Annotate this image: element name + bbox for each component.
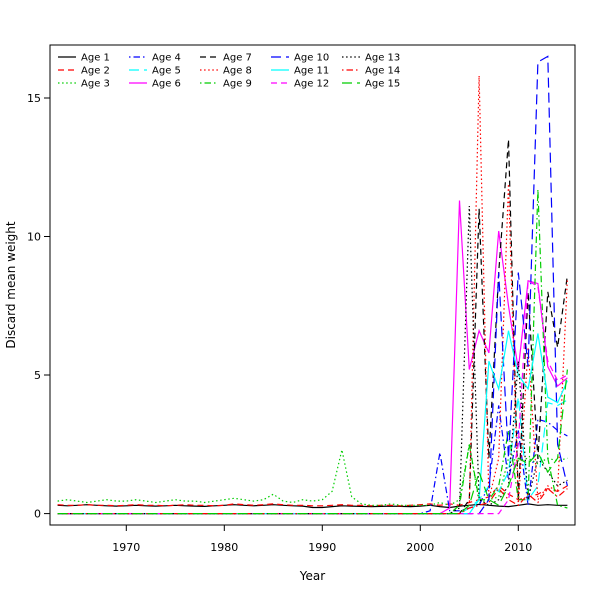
series-line-age-15 bbox=[57, 369, 568, 515]
legend-item: Age 1 bbox=[58, 53, 110, 64]
legend-item: Age 13 bbox=[342, 53, 400, 64]
legend-label: Age 6 bbox=[152, 79, 181, 90]
series-line-age-4 bbox=[57, 405, 568, 515]
legend-item: Age 2 bbox=[58, 66, 110, 77]
legend-item: Age 3 bbox=[58, 79, 110, 90]
legend-item: Age 8 bbox=[200, 66, 252, 77]
y-tick-label: 5 bbox=[34, 369, 41, 382]
legend-item: Age 6 bbox=[129, 79, 181, 90]
series-line-age-13 bbox=[57, 205, 568, 515]
legend-item: Age 15 bbox=[342, 79, 400, 90]
legend-label: Age 8 bbox=[223, 66, 252, 77]
legend-label: Age 11 bbox=[294, 66, 329, 77]
legend-label: Age 15 bbox=[365, 79, 400, 90]
legend-item: Age 11 bbox=[271, 66, 329, 77]
series-line-age-2 bbox=[57, 485, 568, 507]
x-tick-label: 2000 bbox=[406, 541, 434, 554]
legend-label: Age 1 bbox=[81, 53, 110, 64]
y-tick-label: 15 bbox=[27, 92, 41, 105]
legend-label: Age 10 bbox=[294, 53, 329, 64]
legend-item: Age 5 bbox=[129, 66, 181, 77]
x-axis-label: Year bbox=[299, 569, 325, 583]
series-line-age-14 bbox=[57, 487, 568, 515]
legend-label: Age 2 bbox=[81, 66, 110, 77]
legend-item: Age 12 bbox=[271, 79, 329, 90]
x-tick-label: 1970 bbox=[112, 541, 140, 554]
legend-label: Age 4 bbox=[152, 53, 181, 64]
plot-layer: 1970 1980 1990 2000 2010 0 5 10 15 Age 1 Age 2 Age … bbox=[27, 44, 576, 554]
series-line-age-6 bbox=[57, 200, 568, 515]
legend-item: Age 10 bbox=[271, 53, 329, 64]
x-tick-label: 1980 bbox=[210, 541, 238, 554]
y-axis-label: Discard mean weight bbox=[4, 221, 18, 349]
legend-label: Age 12 bbox=[294, 79, 329, 90]
legend-label: Age 7 bbox=[223, 53, 252, 64]
legend-item: Age 14 bbox=[342, 66, 400, 77]
series-line-age-12 bbox=[57, 279, 568, 515]
legend-label: Age 13 bbox=[365, 53, 400, 64]
series-line-age-8 bbox=[57, 75, 568, 515]
x-tick-label: 2010 bbox=[504, 541, 532, 554]
y-tick-label: 0 bbox=[34, 508, 41, 521]
legend-item: Age 4 bbox=[129, 53, 181, 64]
plot-box bbox=[49, 44, 576, 526]
legend-label: Age 14 bbox=[365, 66, 400, 77]
legend-label: Age 5 bbox=[152, 66, 181, 77]
legend-item: Age 7 bbox=[200, 53, 252, 64]
legend-item: Age 9 bbox=[200, 79, 252, 90]
y-tick-label: 10 bbox=[27, 231, 41, 244]
legend-label: Age 9 bbox=[223, 79, 252, 90]
series-line-age-10 bbox=[57, 55, 568, 515]
x-tick-label: 1990 bbox=[308, 541, 336, 554]
legend-label: Age 3 bbox=[81, 79, 110, 90]
